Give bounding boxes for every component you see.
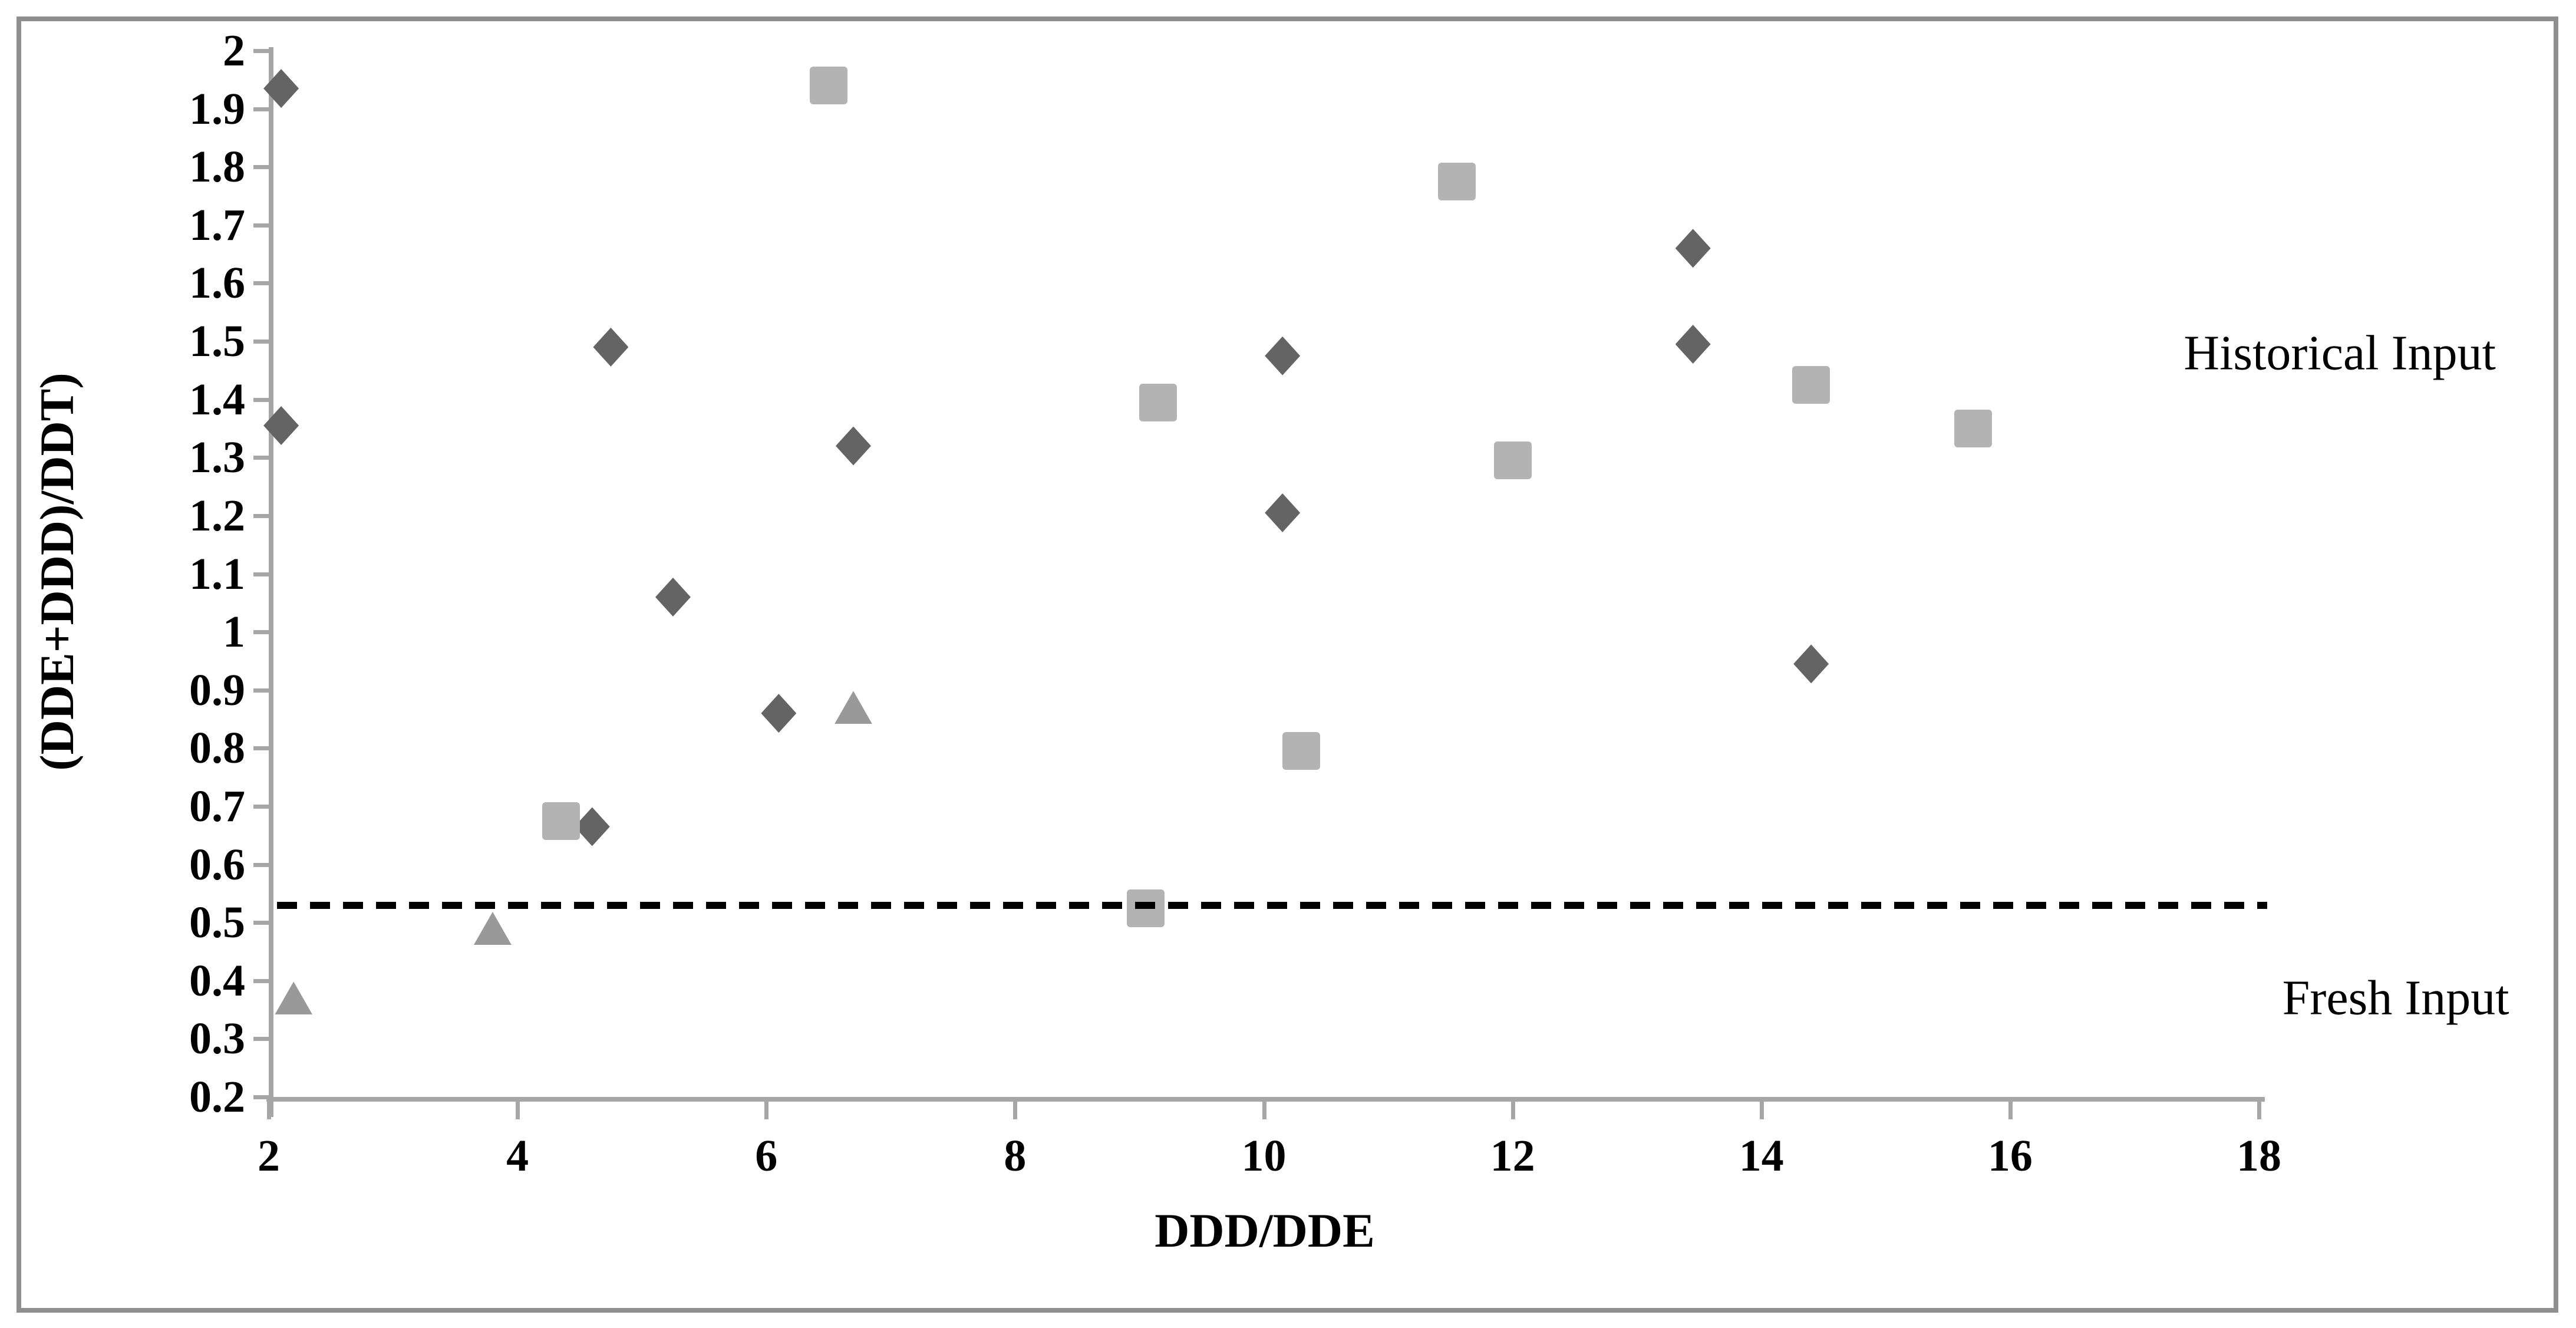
- diamond-marker: [835, 426, 871, 466]
- y-tick-label: 0.5: [189, 898, 245, 948]
- y-tick: [253, 513, 269, 518]
- y-tick: [253, 397, 269, 402]
- x-tick: [2008, 1102, 2013, 1119]
- square-marker: [542, 802, 580, 840]
- x-axis-line: [266, 1097, 2265, 1102]
- y-tick: [253, 49, 269, 53]
- y-tick: [253, 572, 269, 576]
- x-tick-label: 2: [258, 1131, 280, 1181]
- x-tick: [267, 1102, 271, 1119]
- y-tick: [253, 804, 269, 809]
- y-tick-label: 0.6: [189, 839, 245, 889]
- diamond-marker: [593, 327, 629, 367]
- square-marker: [1437, 162, 1476, 200]
- square-marker: [1954, 409, 1992, 447]
- y-tick: [253, 223, 269, 228]
- square-marker: [809, 67, 847, 105]
- square-marker: [1792, 366, 1830, 404]
- x-tick: [2257, 1102, 2261, 1119]
- y-tick: [253, 1095, 269, 1099]
- diamond-marker: [1265, 493, 1301, 532]
- y-tick: [253, 688, 269, 693]
- y-tick: [253, 340, 269, 344]
- x-tick-label: 12: [1490, 1131, 1535, 1181]
- y-tick-label: 1: [223, 607, 245, 657]
- y-tick: [253, 456, 269, 460]
- y-axis-line: [269, 47, 273, 1117]
- y-tick-label: 1.2: [189, 490, 245, 541]
- y-tick: [253, 978, 269, 983]
- y-tick-label: 1.1: [189, 549, 245, 599]
- y-tick: [253, 1037, 269, 1042]
- x-tick-label: 4: [506, 1131, 529, 1181]
- x-tick: [1510, 1102, 1515, 1119]
- x-tick-label: 16: [1987, 1131, 2033, 1181]
- y-tick-label: 1.3: [189, 433, 245, 483]
- y-tick-label: 1.5: [189, 317, 245, 367]
- y-tick-label: 1.6: [189, 258, 245, 308]
- reference-dashed-line: [277, 901, 2267, 909]
- y-tick-label: 0.3: [189, 1014, 245, 1064]
- triangle-marker: [473, 912, 512, 945]
- y-tick: [253, 165, 269, 170]
- y-tick-label: 0.8: [189, 723, 245, 773]
- x-tick-label: 18: [2237, 1131, 2281, 1181]
- x-tick: [1262, 1102, 1266, 1119]
- diamond-marker: [761, 694, 797, 733]
- y-tick-label: 1.7: [189, 200, 245, 250]
- square-marker: [1493, 441, 1532, 480]
- diamond-marker: [1793, 644, 1829, 684]
- x-tick: [1759, 1102, 1764, 1119]
- y-tick: [253, 107, 269, 111]
- x-tick-label: 8: [1004, 1131, 1027, 1181]
- triangle-marker: [834, 691, 872, 724]
- x-tick: [764, 1102, 769, 1119]
- y-tick: [253, 281, 269, 286]
- diamond-marker: [655, 577, 691, 617]
- x-tick-label: 14: [1739, 1131, 1784, 1181]
- diamond-marker: [1675, 229, 1711, 268]
- y-tick-label: 1.9: [189, 84, 245, 134]
- square-marker: [1139, 383, 1177, 421]
- y-tick-label: 0.2: [189, 1072, 245, 1122]
- y-tick-label: 0.7: [189, 781, 245, 831]
- y-tick: [253, 630, 269, 635]
- x-axis-title: DDD/DDE: [1155, 1204, 1375, 1257]
- annotation-fresh-input: Fresh Input: [2282, 970, 2509, 1026]
- y-tick: [253, 746, 269, 751]
- y-tick-label: 1.8: [189, 142, 245, 192]
- y-tick-label: 0.4: [189, 955, 245, 1006]
- x-tick-label: 10: [1241, 1131, 1287, 1181]
- x-tick: [1013, 1102, 1018, 1119]
- triangle-marker: [275, 981, 313, 1015]
- y-tick: [253, 921, 269, 925]
- y-tick-label: 2: [223, 26, 245, 75]
- diamond-marker: [1265, 336, 1301, 375]
- figure-border: [17, 17, 2558, 1313]
- y-tick: [253, 862, 269, 867]
- x-tick: [516, 1102, 520, 1119]
- diamond-marker: [1675, 324, 1711, 364]
- square-marker: [1282, 732, 1320, 770]
- x-tick-label: 6: [755, 1131, 778, 1181]
- y-tick-label: 1.4: [189, 374, 245, 424]
- annotation-historical-input: Historical Input: [2184, 325, 2496, 381]
- y-tick-label: 0.9: [189, 665, 245, 715]
